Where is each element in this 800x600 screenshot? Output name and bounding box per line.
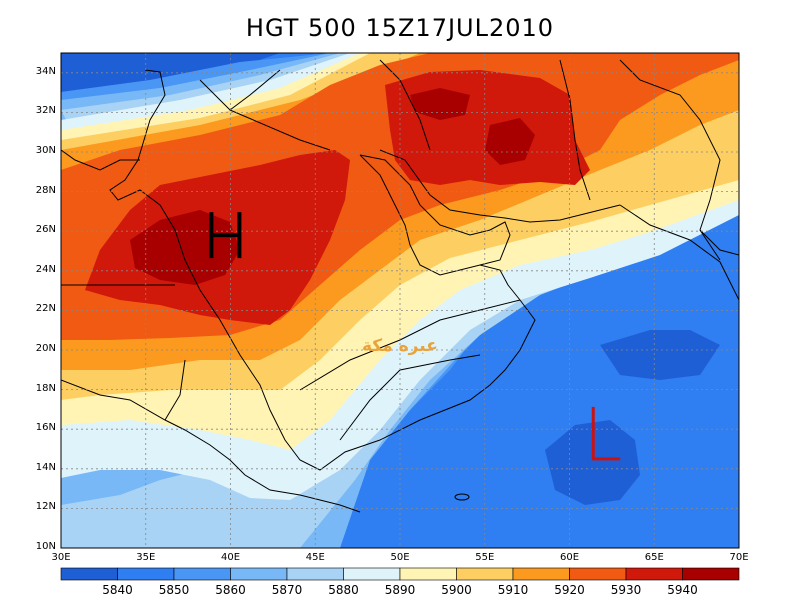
colorbar-label: 5910 — [497, 583, 529, 597]
lat-tick-label: 14N — [35, 461, 56, 473]
low-pressure-marker — [591, 406, 621, 461]
lon-tick-label: 35E — [136, 552, 156, 563]
colorbar-label: 5930 — [610, 583, 642, 597]
colorbar-label: 5850 — [158, 583, 190, 597]
lat-lon-grid — [61, 53, 739, 548]
colorbar-label: 5920 — [554, 583, 585, 597]
lat-tick-label: 34N — [35, 65, 56, 77]
lat-tick-label: 28N — [35, 184, 56, 196]
lon-tick-label: 70E — [729, 552, 749, 563]
colorbar-label: 5860 — [215, 583, 246, 597]
colorbar-segment — [60, 567, 118, 581]
colorbar-segment — [117, 567, 175, 581]
colorbar-label: 5940 — [667, 583, 698, 597]
colorbar-segment — [343, 567, 401, 581]
colorbar-segment — [230, 567, 288, 581]
colorbar-segment — [286, 567, 344, 581]
map-frame — [60, 52, 740, 549]
colorbar-segment — [512, 567, 570, 581]
colorbar-segment — [456, 567, 514, 581]
lon-tick-label: 65E — [644, 552, 664, 563]
lat-tick-label: 20N — [35, 343, 56, 354]
colorbar-label: 5880 — [328, 583, 359, 597]
colorbar-label: 5900 — [441, 583, 472, 597]
colorbar-segment — [682, 567, 740, 581]
lon-tick-label: 50E — [390, 552, 410, 563]
lon-tick-label: 40E — [220, 552, 241, 563]
watermark-text: عبره مكة — [362, 336, 438, 356]
lat-tick-label: 10N — [35, 541, 56, 552]
colorbar-segment — [625, 567, 683, 581]
lat-tick-label: 18N — [35, 382, 56, 394]
colorbar — [60, 567, 740, 581]
lon-tick-label: 30E — [51, 552, 71, 563]
lat-tick-label: 32N — [35, 105, 56, 117]
lon-tick-label: 55E — [475, 552, 495, 563]
lat-tick-label: 30N — [35, 145, 56, 156]
map-title: HGT 500 15Z17JUL2010 — [245, 14, 555, 42]
colorbar-segment — [399, 567, 457, 581]
lat-tick-label: 26N — [35, 224, 56, 236]
colorbar-label: 5890 — [384, 583, 416, 597]
lon-tick-label: 60E — [559, 552, 580, 563]
lat-tick-label: 16N — [35, 422, 56, 434]
lon-tick-label: 45E — [305, 552, 325, 563]
colorbar-segment — [569, 567, 627, 581]
high-pressure-marker — [209, 212, 242, 259]
colorbar-label: 5870 — [271, 583, 303, 597]
lat-tick-label: 24N — [35, 263, 56, 275]
lat-tick-label: 12N — [35, 501, 56, 513]
lat-tick-label: 22N — [35, 303, 56, 315]
colorbar-segment — [173, 567, 231, 581]
colorbar-label: 5840 — [102, 583, 133, 597]
